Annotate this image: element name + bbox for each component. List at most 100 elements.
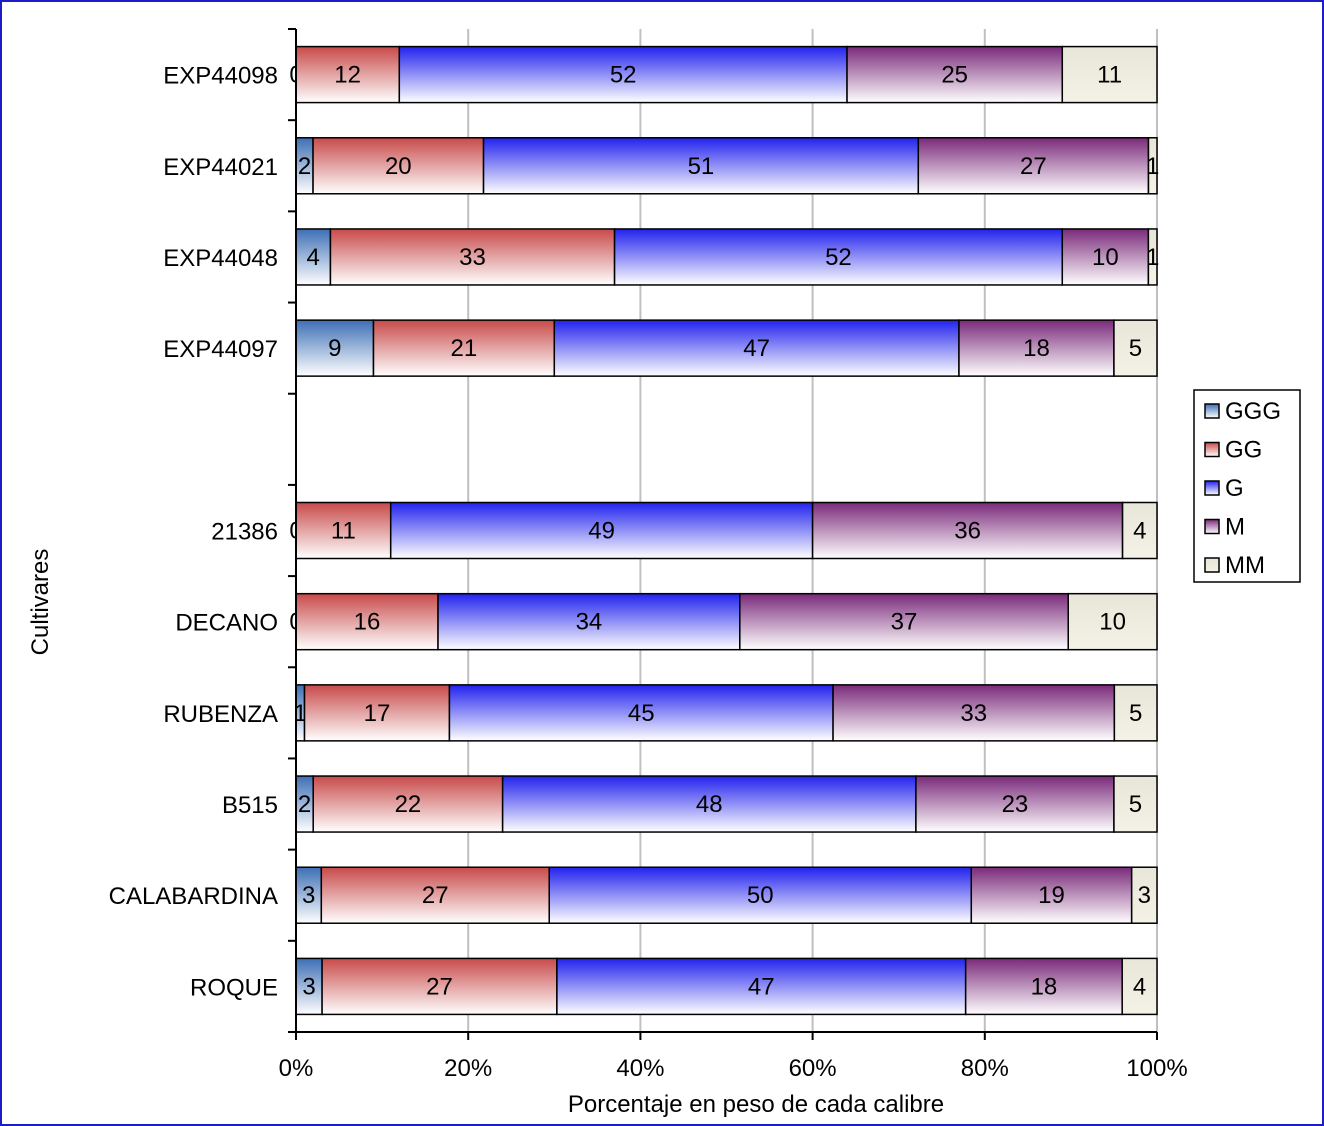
data-label: 48 bbox=[696, 791, 723, 818]
data-label: 45 bbox=[628, 700, 655, 727]
data-label: 33 bbox=[960, 700, 987, 727]
bar-segment-g-21386 bbox=[389, 501, 814, 560]
data-label: 3 bbox=[1138, 882, 1151, 909]
bar-segment-g-rubenza bbox=[448, 684, 834, 742]
bar-segment-gg-exp44098 bbox=[295, 45, 401, 104]
legend-label-gg: GG bbox=[1225, 437, 1262, 464]
data-label: 3 bbox=[302, 882, 315, 909]
data-label: 49 bbox=[588, 518, 615, 545]
category-label: 21386 bbox=[211, 519, 278, 546]
data-label: 9 bbox=[328, 335, 341, 362]
category-label: EXP44021 bbox=[163, 154, 278, 181]
bar-segment-g-b515 bbox=[501, 775, 917, 833]
bars: 0125225112205127143352101921471850114936… bbox=[289, 45, 1159, 1016]
data-label: 27 bbox=[422, 882, 449, 909]
x-tick-label: 0% bbox=[279, 1055, 314, 1082]
bar-segment-gg-exp44048 bbox=[329, 228, 616, 286]
bar-segment-g-roque bbox=[556, 957, 967, 1016]
data-label: 19 bbox=[1038, 882, 1065, 909]
bar-segment-m-exp44097 bbox=[958, 319, 1115, 377]
data-label: 20 bbox=[385, 153, 412, 180]
legend-label-m: M bbox=[1225, 514, 1245, 541]
data-label: 47 bbox=[743, 335, 770, 362]
data-label: 25 bbox=[941, 62, 968, 89]
category-label: EXP44097 bbox=[163, 336, 278, 363]
data-label: 10 bbox=[1092, 244, 1119, 271]
data-label: 22 bbox=[395, 791, 422, 818]
x-tick-label: 40% bbox=[616, 1055, 664, 1082]
data-label: 2 bbox=[298, 791, 311, 818]
bar-segment-mm-exp44098 bbox=[1061, 45, 1158, 104]
category-label: RUBENZA bbox=[163, 701, 278, 728]
data-label: 23 bbox=[1002, 791, 1029, 818]
data-label: 33 bbox=[459, 244, 486, 271]
bar-segment-m-roque bbox=[964, 957, 1123, 1016]
bar-segment-mm-exp44048 bbox=[1147, 228, 1158, 286]
category-label: EXP44098 bbox=[163, 63, 278, 90]
legend-swatch-m bbox=[1204, 518, 1220, 535]
legend-swatch-g bbox=[1204, 480, 1220, 496]
category-label: ROQUE bbox=[190, 974, 278, 1001]
x-tick-label: 60% bbox=[789, 1055, 837, 1082]
data-label: 17 bbox=[364, 700, 391, 727]
axes: EXP44098 EXP44021 EXP44048 EXP44097 21386 DEC… bbox=[109, 28, 1188, 1082]
data-label: 37 bbox=[891, 609, 918, 636]
data-label: 27 bbox=[1020, 153, 1047, 180]
data-label: 36 bbox=[954, 518, 981, 545]
data-label: 5 bbox=[1129, 700, 1142, 727]
data-label: 18 bbox=[1031, 973, 1058, 1000]
bar-segment-m-decano bbox=[739, 592, 1069, 651]
data-label: 5 bbox=[1129, 335, 1142, 362]
bar-segment-ggg-exp44097 bbox=[295, 319, 375, 377]
data-label: 11 bbox=[1097, 62, 1122, 89]
legend-label-ggg: GGG bbox=[1225, 398, 1281, 425]
x-tick-label: 100% bbox=[1126, 1055, 1187, 1082]
legend-label-mm: MM bbox=[1225, 552, 1265, 579]
data-label: 4 bbox=[307, 244, 320, 271]
bar-segment-g-calabardina bbox=[548, 866, 973, 924]
x-axis-title: Porcentaje en peso de cada calibre bbox=[568, 1091, 944, 1118]
data-label: 52 bbox=[610, 62, 637, 89]
x-tick-label: 20% bbox=[444, 1055, 492, 1082]
bar-segment-mm-roque bbox=[1121, 957, 1158, 1016]
bar-segment-m-b515 bbox=[915, 775, 1115, 833]
data-label: 4 bbox=[1133, 518, 1146, 545]
data-label: 34 bbox=[576, 609, 603, 636]
bar-segment-gg-decano bbox=[295, 592, 439, 651]
category-label: CALABARDINA bbox=[109, 883, 278, 910]
data-label: 1 bbox=[1146, 153, 1159, 180]
bar-segment-gg-rubenza bbox=[303, 684, 451, 742]
bar-segment-ggg-calabardina bbox=[295, 866, 323, 924]
legend-swatch-mm bbox=[1204, 557, 1220, 573]
bar-segment-m-21386 bbox=[811, 501, 1124, 560]
y-axis-title: Cultivares bbox=[27, 549, 54, 656]
bar-segment-mm-21386 bbox=[1121, 501, 1158, 560]
bar-segment-mm-b515 bbox=[1113, 775, 1158, 833]
data-label: 10 bbox=[1099, 609, 1126, 636]
legend-label-g: G bbox=[1225, 475, 1244, 502]
data-label: 12 bbox=[334, 62, 361, 89]
bar-segment-m-calabardina bbox=[970, 866, 1133, 924]
data-label: 5 bbox=[1129, 791, 1142, 818]
bar-segment-gg-exp44021 bbox=[312, 137, 485, 195]
data-label: 27 bbox=[426, 973, 453, 1000]
legend-swatch-gg bbox=[1204, 441, 1220, 458]
bar-segment-mm-calabardina bbox=[1130, 866, 1158, 924]
data-label: 50 bbox=[747, 882, 774, 909]
bar-segment-m-exp44098 bbox=[846, 45, 1064, 104]
data-label: 16 bbox=[354, 609, 381, 636]
bar-segment-mm-decano bbox=[1067, 592, 1158, 651]
bar-segment-mm-exp44097 bbox=[1113, 319, 1158, 377]
legend-box bbox=[1193, 389, 1301, 583]
data-label: 21 bbox=[451, 335, 478, 362]
category-label: DECANO bbox=[175, 610, 278, 637]
data-label: 2 bbox=[298, 153, 311, 180]
data-label: 51 bbox=[688, 153, 715, 180]
data-label: 4 bbox=[1133, 973, 1146, 1000]
bar-segment-g-exp44048 bbox=[613, 228, 1064, 286]
category-label: EXP44048 bbox=[163, 245, 278, 272]
bar-segment-gg-21386 bbox=[295, 501, 392, 560]
data-label: 1 bbox=[1146, 244, 1159, 271]
